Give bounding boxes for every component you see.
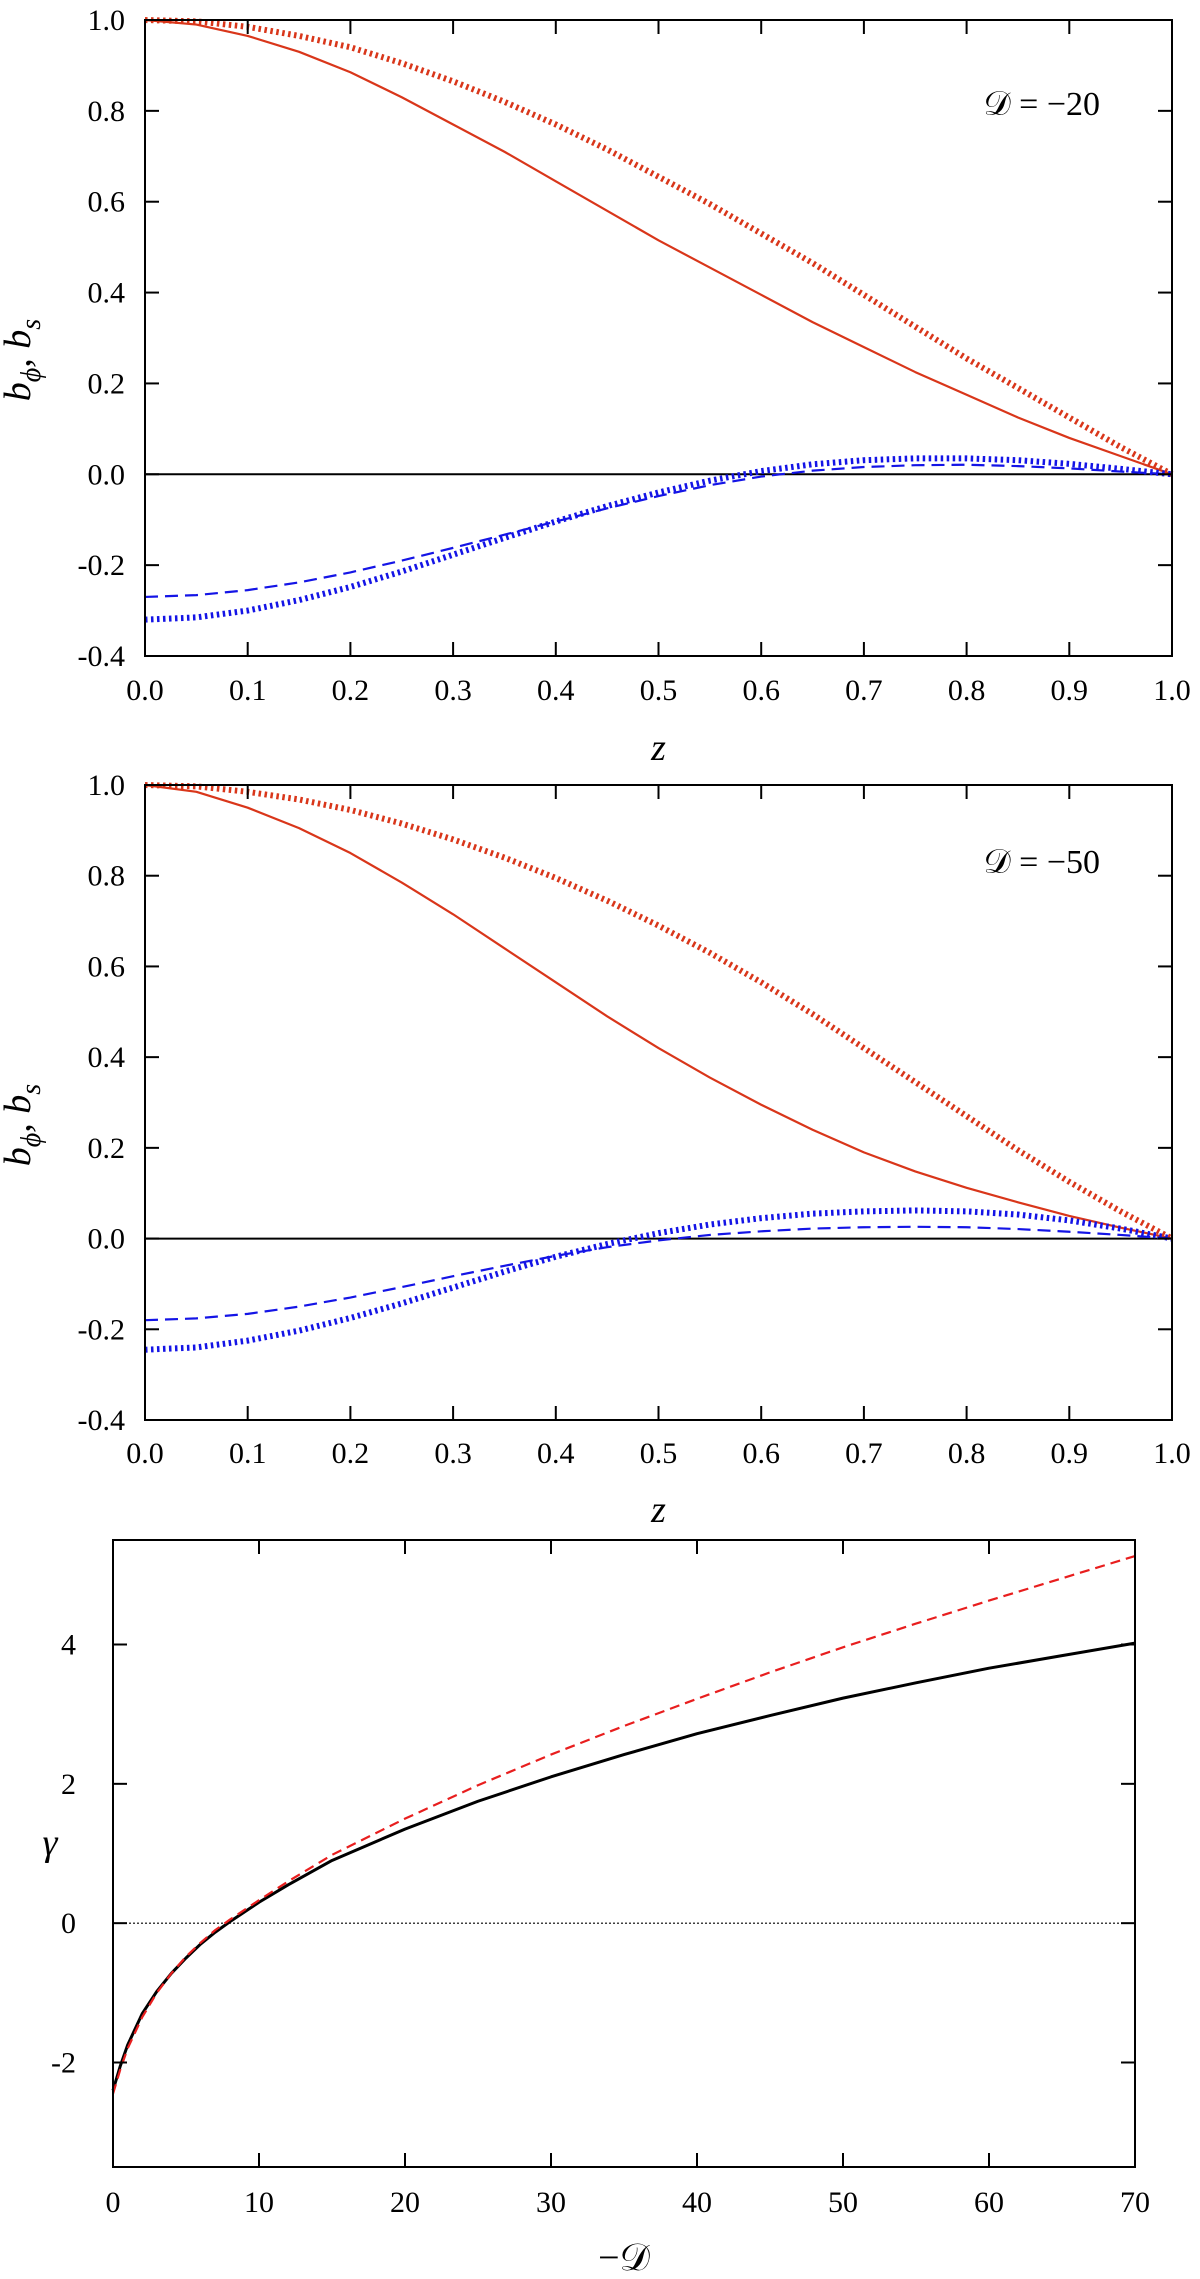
x-axis-label: z [650, 727, 666, 769]
annotation-label: 𝒟 = −20 [984, 86, 1100, 123]
chart-1: 0.0 0.1 0.2 0.3 0.4 0.5 0.6 0.7 0.8 0.9 1.0 -0.4 -0.… [0, 4, 1191, 769]
y-axis-label: bϕ, bs [0, 1084, 47, 1167]
chart-3: 0 10 20 30 40 50 60 70 -2 0 2 4 −𝒟 γ [43, 1539, 1150, 2279]
x-tick-label: 0.7 [845, 1437, 883, 1470]
x-axis-label: −𝒟 [598, 2237, 650, 2279]
y-tick-label: 0.8 [88, 95, 126, 128]
series-2-line [111, 1554, 1136, 2095]
x-tick-label: 60 [974, 2186, 1004, 2219]
x-tick-label: 0.5 [640, 674, 678, 707]
x-tick-label: 0.9 [1051, 674, 1089, 707]
series-3-line [144, 463, 1173, 599]
y-tick-label: 0.0 [88, 458, 126, 491]
series-4-line [144, 455, 1173, 623]
y-tick-label: 0.6 [88, 950, 126, 983]
x-tick-label: 50 [828, 2186, 858, 2219]
series-1-line [144, 783, 1173, 1240]
x-tick-label: 0.4 [537, 674, 575, 707]
x-tick-label: 70 [1120, 2186, 1150, 2219]
x-tick-label: 0.2 [332, 1437, 370, 1470]
x-tick-label: 0.3 [434, 674, 472, 707]
y-tick-label: -2 [51, 2047, 76, 2080]
y-tick-label: 0.8 [88, 860, 126, 893]
y-tick-label: 0.4 [88, 277, 126, 310]
x-tick-label: 0.5 [640, 1437, 678, 1470]
x-tick-label: 0.6 [742, 1437, 780, 1470]
x-tick-label: 1.0 [1153, 1437, 1191, 1470]
chart-2: 0.0 0.1 0.2 0.3 0.4 0.5 0.6 0.7 0.8 0.9 1.0 -0.4 -0.… [0, 769, 1191, 1531]
series-1-line [144, 18, 1173, 476]
y-tick-label: 1.0 [88, 4, 126, 37]
y-tick-label: 0.4 [88, 1041, 126, 1074]
y-tick-label: 0.6 [88, 186, 126, 219]
series-3-line [144, 1225, 1173, 1322]
y-tick-label: 1.0 [88, 769, 126, 802]
x-tick-label: 40 [682, 2186, 712, 2219]
x-tick-label: 0.1 [229, 674, 267, 707]
x-tick-label: 0.0 [126, 674, 164, 707]
x-tick-label: 0.9 [1051, 1437, 1089, 1470]
y-axis-label: γ [43, 1822, 59, 1864]
x-tick-label: 0.6 [742, 674, 780, 707]
y-tick-label: -0.4 [78, 1404, 126, 1437]
x-tick-label: 0.8 [948, 674, 986, 707]
y-tick-label: 2 [61, 1768, 76, 1801]
plot-frame [112, 1539, 1136, 2168]
y-axis-label: bϕ, bs [0, 319, 47, 402]
y-tick-label: -0.2 [78, 1313, 126, 1346]
x-tick-label: 0.0 [126, 1437, 164, 1470]
y-tick-label: 0.2 [88, 1132, 126, 1165]
x-tick-label: 0.3 [434, 1437, 472, 1470]
series-1-line [111, 1641, 1136, 2091]
y-tick-label: 0.2 [88, 367, 126, 400]
y-tick-label: -0.2 [78, 549, 126, 582]
x-tick-label: 0.8 [948, 1437, 986, 1470]
annotation-label: 𝒟 = −50 [984, 844, 1100, 881]
x-tick-label: 30 [536, 2186, 566, 2219]
x-tick-label: 1.0 [1153, 674, 1191, 707]
y-tick-label: -0.4 [78, 640, 126, 673]
y-tick-label: 0 [61, 1907, 76, 1940]
x-tick-label: 0.1 [229, 1437, 267, 1470]
x-tick-label: 0.4 [537, 1437, 575, 1470]
x-tick-label: 0 [106, 2186, 121, 2219]
y-tick-label: 4 [61, 1629, 76, 1662]
y-tick-label: 0.0 [88, 1223, 126, 1256]
x-axis-label: z [650, 1489, 666, 1531]
x-tick-label: 10 [244, 2186, 274, 2219]
x-tick-label: 20 [390, 2186, 420, 2219]
x-tick-label: 0.2 [332, 674, 370, 707]
series-4-line [144, 1207, 1173, 1353]
x-tick-label: 0.7 [845, 674, 883, 707]
